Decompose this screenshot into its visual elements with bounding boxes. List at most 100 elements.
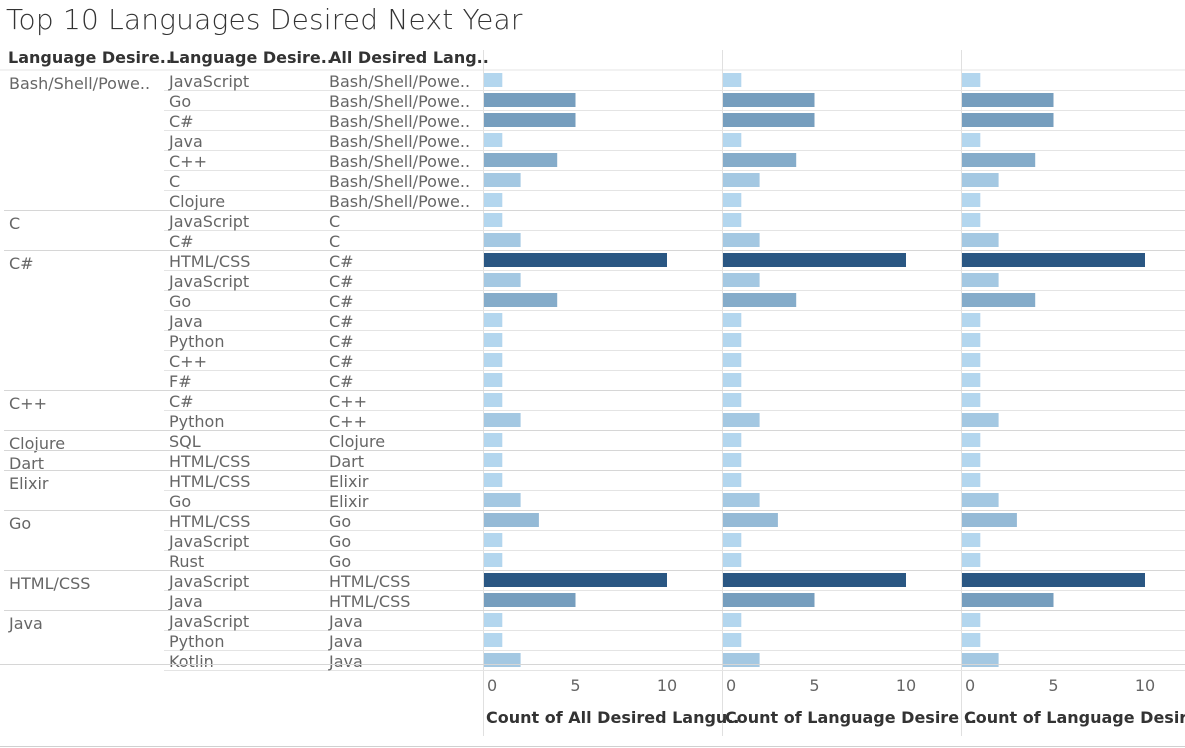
bar-p1: [484, 313, 503, 327]
all-desired-label: Clojure: [329, 432, 385, 451]
all-desired-label: Elixir: [329, 492, 369, 511]
all-desired-label: HTML/CSS: [329, 592, 410, 611]
lang-label: JavaScript: [168, 272, 249, 291]
lang-label: Python: [169, 632, 224, 651]
row-header-all-desired[interactable]: All Desired Lang..: [329, 48, 489, 67]
bar-p2: [723, 613, 742, 627]
all-desired-label: Bash/Shell/Powe..: [329, 172, 470, 191]
all-desired-label: Go: [329, 552, 351, 571]
bar-p2: [723, 313, 742, 327]
bar-p1: [484, 633, 503, 647]
bar-p1: [484, 573, 667, 587]
group-label: Elixir: [9, 474, 49, 493]
bar-p2: [723, 273, 760, 287]
bar-p3: [962, 353, 981, 367]
all-desired-label: Go: [329, 532, 351, 551]
bar-p1: [484, 213, 503, 227]
all-desired-label: C++: [329, 392, 367, 411]
group-label: C: [9, 214, 20, 233]
all-desired-label: Bash/Shell/Powe..: [329, 192, 470, 211]
row-header-language-desire[interactable]: Language Desire..: [8, 48, 172, 67]
bar-p1: [484, 153, 558, 167]
x-axis-title-2: Count of Language Desire ..: [725, 708, 977, 727]
all-desired-label: Bash/Shell/Powe..: [329, 112, 470, 131]
bar-p2: [723, 473, 742, 487]
bar-p2: [723, 593, 815, 607]
bar-p1: [484, 493, 521, 507]
all-desired-label: Java: [328, 632, 363, 651]
all-desired-label: Dart: [329, 452, 364, 471]
x-tick-label: 5: [809, 676, 819, 695]
bottom-divider: [0, 746, 1185, 747]
bar-p2: [723, 493, 760, 507]
all-desired-label: C#: [329, 352, 354, 371]
lang-label: Go: [169, 292, 191, 311]
bar-p3: [962, 453, 981, 467]
bar-p1: [484, 613, 503, 627]
bar-p2: [723, 453, 742, 467]
group-label: Go: [9, 514, 31, 533]
group-label: C++: [9, 394, 47, 413]
bar-p2: [723, 193, 742, 207]
bar-p1: [484, 133, 503, 147]
bar-p1: [484, 373, 503, 387]
bar-p3: [962, 73, 981, 87]
bar-p3: [962, 233, 999, 247]
bar-p2: [723, 133, 742, 147]
x-tick-label: 10: [657, 676, 677, 695]
bar-p1: [484, 93, 576, 107]
group-label: Dart: [9, 454, 44, 473]
bar-p3: [962, 113, 1054, 127]
bar-p3: [962, 553, 981, 567]
group-label: HTML/CSS: [9, 574, 90, 593]
all-desired-label: Bash/Shell/Powe..: [329, 132, 470, 151]
bar-p1: [484, 273, 521, 287]
group-label: Bash/Shell/Powe..: [9, 74, 150, 93]
bar-p3: [962, 213, 981, 227]
all-desired-label: C#: [329, 272, 354, 291]
lang-label: C#: [169, 112, 194, 131]
bar-p2: [723, 353, 742, 367]
x-axis-title-1: Count of All Desired Langu..: [486, 708, 739, 727]
lang-label: Rust: [169, 552, 204, 571]
all-desired-label: Bash/Shell/Powe..: [329, 152, 470, 171]
all-desired-label: Go: [329, 512, 351, 531]
bar-p1: [484, 473, 503, 487]
lang-label: Python: [169, 332, 224, 351]
group-label: Clojure: [9, 434, 65, 453]
bar-p3: [962, 533, 981, 547]
x-tick-label: 10: [896, 676, 916, 695]
lang-label: HTML/CSS: [169, 472, 250, 491]
lang-label: C++: [169, 152, 207, 171]
x-tick-label: 5: [1048, 676, 1058, 695]
bar-p3: [962, 653, 999, 667]
lang-label: Java: [168, 592, 203, 611]
bar-p3: [962, 293, 1036, 307]
lang-label: HTML/CSS: [169, 452, 250, 471]
bar-p1: [484, 353, 503, 367]
bar-p1: [484, 293, 558, 307]
bar-p3: [962, 173, 999, 187]
x-tick-label: 0: [487, 676, 497, 695]
x-tick-label: 10: [1135, 676, 1155, 695]
bar-p1: [484, 553, 503, 567]
bar-p3: [962, 613, 981, 627]
all-desired-label: C#: [329, 312, 354, 331]
bar-p2: [723, 113, 815, 127]
bar-p3: [962, 313, 981, 327]
bar-p3: [962, 373, 981, 387]
row-header-language-desire-2[interactable]: Language Desire..: [169, 48, 333, 67]
bar-p2: [723, 333, 742, 347]
lang-label: HTML/CSS: [169, 512, 250, 531]
bar-p1: [484, 333, 503, 347]
bar-p3: [962, 413, 999, 427]
bar-p1: [484, 653, 521, 667]
lang-label: F#: [169, 372, 192, 391]
bar-p2: [723, 413, 760, 427]
all-desired-label: C#: [329, 332, 354, 351]
bar-p3: [962, 193, 981, 207]
bar-p1: [484, 253, 667, 267]
bar-p3: [962, 433, 981, 447]
bar-p1: [484, 173, 521, 187]
bar-p2: [723, 73, 742, 87]
